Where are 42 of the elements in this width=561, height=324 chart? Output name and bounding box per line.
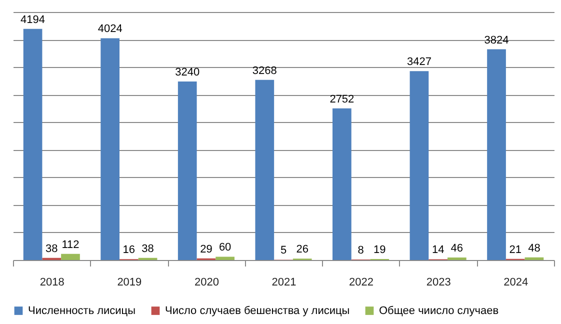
data-label: 26 [296, 244, 308, 256]
data-label: 38 [142, 242, 154, 255]
data-label: 60 [218, 242, 232, 254]
bar [255, 80, 274, 260]
data-label: 4194 [20, 14, 46, 26]
bar [332, 108, 352, 260]
bar [447, 257, 466, 260]
bar [100, 38, 120, 260]
bar [487, 49, 506, 260]
data-label: 16 [122, 244, 136, 256]
data-label: 48 [528, 242, 540, 254]
data-label: 2752 [330, 93, 354, 106]
x-tick-label: 2022 [349, 276, 374, 288]
data-label: 112 [62, 238, 80, 251]
legend-label: Численность лисицы [28, 304, 136, 317]
x-tick-label: 2018 [40, 276, 64, 288]
data-label: 14 [432, 244, 444, 256]
data-label: 3240 [175, 66, 200, 78]
data-label: 3824 [484, 34, 509, 46]
bar [410, 71, 429, 260]
data-label: 3427 [406, 56, 432, 68]
x-tick-label: 2024 [504, 276, 528, 288]
data-label: 29 [200, 243, 212, 256]
bar [61, 254, 80, 260]
legend-label: Общее чиисло случаев [379, 304, 499, 317]
data-label: 21 [509, 244, 522, 256]
x-tick-label: 2023 [426, 276, 451, 288]
bar [216, 256, 234, 260]
data-label: 3268 [252, 64, 277, 77]
data-label: 19 [374, 244, 386, 256]
data-label: 5 [280, 244, 287, 257]
data-label: 38 [46, 242, 58, 255]
x-tick-label: 2019 [117, 276, 142, 288]
bar [23, 28, 42, 260]
data-label: 46 [450, 242, 464, 254]
bar [178, 81, 197, 260]
legend-label: Число случаев бешенства у лисицы [165, 304, 350, 317]
data-label: 8 [358, 244, 364, 257]
bar [524, 257, 544, 260]
data-label: 4024 [98, 23, 122, 36]
x-tick-label: 2021 [272, 276, 296, 288]
x-tick-label: 2020 [194, 276, 219, 288]
